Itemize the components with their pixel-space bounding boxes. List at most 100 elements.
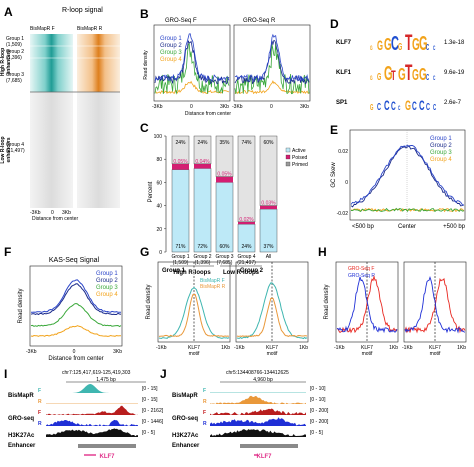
c-bar-poised [260, 205, 277, 210]
f-tick-r: 3Kb [113, 349, 122, 355]
c-legend-poised: Poised [292, 155, 308, 161]
motif-2-name: KLF1 [336, 70, 352, 76]
a-tick-mid: 0 [51, 210, 54, 216]
group-1-label: Group 1 [6, 36, 24, 42]
browser-track [210, 429, 306, 437]
g-tick-l2: -1Kb [234, 345, 245, 351]
c-bar-active [171, 169, 190, 253]
h-tick-m1: KLF7 [361, 345, 373, 351]
c-bar-category: Group 1 [171, 254, 189, 260]
motif-logo-letter: G [398, 41, 402, 52]
c-group-high: High R-loops [173, 270, 211, 276]
b-profile-line [234, 42, 310, 95]
motif-logo-letter: G [419, 65, 427, 85]
a-xlabel: Distance from center [32, 216, 78, 222]
f-xlabel: Distance from center [48, 356, 103, 362]
heatmap-r-high [77, 34, 120, 92]
panel-g-letter: G [140, 245, 149, 259]
i-range-2: [0 - 15] [142, 397, 158, 403]
motif-logo-letter: C [412, 100, 417, 114]
c-legend-primed: Primed [292, 162, 308, 168]
col-label-bismapr-r: BisMapR R [77, 26, 103, 32]
i-enhancer-bar [78, 444, 136, 448]
c-group-low: Low R-loops [223, 270, 260, 276]
h-tick-m2b: motif [430, 351, 441, 357]
group-2-label: Group 2 [6, 49, 24, 55]
c-bar-active-label: 72% [197, 244, 208, 250]
b-title-f: GRO-Seq F [165, 18, 197, 24]
motif-1-pval: 1.3e-18 [444, 40, 465, 46]
i-scale: 1,475 bp [96, 377, 116, 383]
browser-track [210, 408, 306, 415]
f-legend-3: Group 3 [96, 285, 118, 291]
b-tick-l2: -3Kb [232, 104, 243, 110]
b-tick-r2: 3Kb [300, 104, 309, 110]
motif-logo-letter: C [391, 100, 396, 114]
f-legend-4: Group 4 [96, 292, 118, 298]
b-legend-4: Group 4 [160, 57, 182, 63]
h-gro-f-line [404, 277, 466, 334]
h-tick-m2: KLF7 [429, 345, 441, 351]
c-bar-poised-label: 0.03% [261, 201, 276, 207]
group-1-count: (1,509) [6, 42, 22, 48]
low-rloop-label-2: enhancers [6, 137, 12, 162]
motif-logo-letter: C [433, 75, 436, 82]
j-strand-2: R [203, 399, 207, 405]
motif-logo-letter: G [377, 71, 381, 82]
motif-logo-letter: C [426, 101, 430, 112]
e-xtick-1: <500 bp [352, 224, 375, 230]
e-xtick-3: +500 bp [443, 224, 466, 230]
motif-2-pval: 9.6e-19 [444, 70, 465, 76]
motif-logo-letter: G [370, 75, 373, 82]
a-tick-right: 3Kb [62, 210, 71, 216]
motif-logo-letter: G [370, 104, 373, 113]
b-tick-r1: 3Kb [220, 104, 229, 110]
panel-d-letter: D [330, 17, 339, 31]
panel-a: A R-loop signal BisMapR F BisMapR R Grou… [0, 5, 120, 222]
c-bar-category: Group 4 [237, 254, 255, 260]
motif-3-pval: 2.6e-7 [444, 100, 462, 106]
c-ytick-label: 100 [154, 134, 163, 140]
i-track-h3k27ac: H3K27Ac [8, 433, 35, 439]
c-ytick-label: 0 [159, 250, 162, 256]
e-frame [349, 129, 466, 221]
c-bar-primed-label: 60% [263, 140, 274, 146]
b-tick-m2: 0 [270, 104, 273, 110]
panel-f: F KAS-Seq Signal Read density Group 1 Gr… [4, 245, 123, 362]
panel-c: C Percent 0 20 40 60 80 100 24% 0.05% 71% Group … [140, 121, 308, 276]
panel-b: B GRO-Seq F GRO-Seq R Read density -3Kb … [140, 7, 311, 117]
j-enhancer-bar [240, 444, 298, 448]
group-3-label: Group 3 [6, 72, 24, 78]
motif-logo-letter: G [398, 65, 406, 85]
motif-logo-letter: C [433, 104, 436, 113]
c-bar-count: (7,685) [217, 260, 233, 266]
motif-logo-letter: G [412, 35, 420, 55]
c-bar-poised [238, 221, 255, 225]
c-bar-primed-label: 74% [241, 140, 252, 146]
c-ytick-label: 80 [156, 157, 162, 163]
motif-logo-letter: G [419, 33, 428, 55]
c-ytick-label: 60 [156, 180, 162, 186]
browser-track [46, 405, 138, 415]
e-ytick-2: 0 [345, 180, 348, 186]
g-legend-r: BisMapR R [200, 284, 226, 290]
motif-logo-letter: C [426, 44, 429, 53]
panel-a-title: R-loop signal [62, 7, 103, 14]
j-range-1: [0 - 10] [310, 386, 326, 392]
j-strand-1: F [203, 388, 206, 394]
f-profile-line [30, 283, 122, 316]
f-legend-2: Group 2 [96, 278, 118, 284]
c-bar-active-label: 60% [219, 244, 230, 250]
c-legend-active: Active [292, 148, 306, 154]
h-ylabel: Read density [324, 284, 330, 319]
b-profile-line [154, 33, 230, 82]
h-tick-l2: -1Kb [402, 345, 413, 351]
i-enhancer-label: Enhancer [8, 443, 36, 449]
browser-track [46, 428, 138, 437]
motif-logo-letter: G [377, 39, 383, 54]
c-bar-category: Group 3 [215, 254, 233, 260]
c-bar-primed [259, 135, 278, 206]
f-tick-m: 0 [73, 349, 76, 355]
heatmap-f-high [30, 34, 73, 92]
h-gro-f-line [336, 274, 398, 334]
